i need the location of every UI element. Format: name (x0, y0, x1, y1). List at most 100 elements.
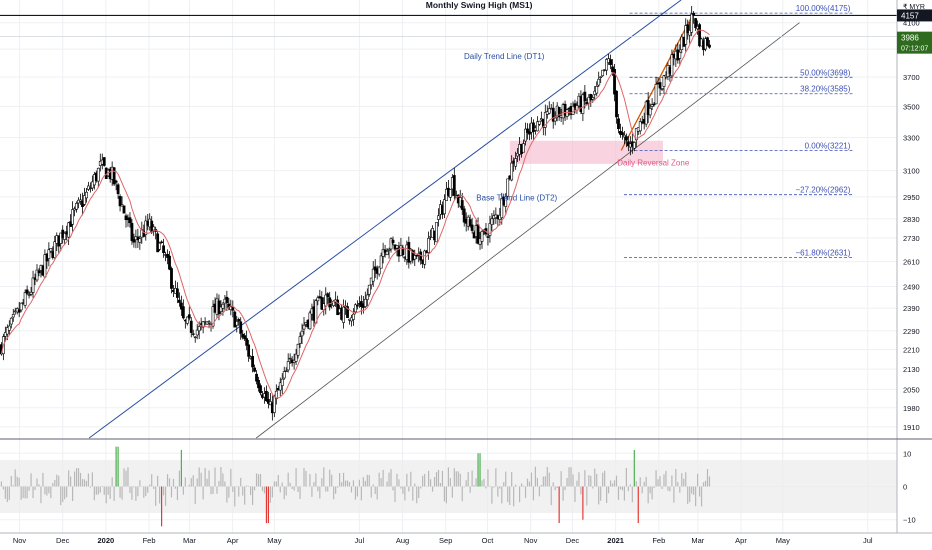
candle-up (83, 195, 86, 205)
candle-down (247, 344, 251, 357)
candle-down (589, 94, 593, 101)
candle-up (504, 196, 508, 207)
candle-up (185, 316, 189, 324)
candle-up (632, 142, 636, 149)
price-tick-label: 3300 (903, 134, 920, 143)
candle-up (296, 343, 300, 356)
time-tick-label: Feb (652, 536, 665, 545)
candle-up (284, 370, 288, 373)
candle-up (49, 248, 53, 252)
candle-up (221, 303, 225, 309)
candle-up (660, 88, 664, 90)
candle-down (468, 219, 472, 226)
candle-down (178, 299, 181, 303)
fib-label: 50.00%(3698) (800, 68, 851, 77)
candle-up (9, 317, 13, 325)
time-tick-label: 2021 (607, 536, 624, 545)
candle-down (112, 167, 116, 185)
price-axis-bg (897, 0, 932, 550)
time-tick-label: Oct (482, 536, 495, 545)
candle-up (96, 167, 100, 182)
price-tick-label: 2830 (903, 215, 920, 224)
price-tick-label: 3100 (903, 167, 920, 176)
candle-up (219, 306, 223, 312)
price-tick-label: 2210 (903, 346, 920, 355)
candle-down (326, 293, 330, 298)
candle-down (17, 309, 21, 313)
candle-up (377, 266, 381, 275)
time-tick-label: Mar (691, 536, 704, 545)
candle-up (387, 249, 391, 251)
time-tick-label: Apr (227, 536, 239, 545)
candle-down (486, 236, 490, 238)
candle-up (354, 304, 357, 313)
candle-up (352, 313, 355, 320)
candle-up (298, 336, 302, 344)
time-tick-label: Sep (439, 536, 452, 545)
candle-up (524, 128, 527, 142)
candle-up (634, 128, 638, 141)
candle-down (470, 224, 474, 231)
candle-down (25, 289, 29, 294)
fib-label: −27.20%(2962) (795, 186, 850, 195)
candle-up (379, 255, 383, 269)
candle-up (623, 134, 626, 138)
price-tick-label: 1910 (903, 423, 920, 432)
price-tick-label: 2130 (903, 365, 920, 374)
time-tick-label: Feb (143, 536, 156, 545)
candle-down (686, 24, 690, 34)
price-tick-label: 2950 (903, 193, 920, 202)
candle-up (601, 69, 605, 77)
candle-up (638, 121, 642, 132)
candle-up (514, 158, 518, 167)
candle-down (462, 208, 466, 223)
candle-up (365, 294, 369, 300)
candle-up (75, 203, 78, 210)
candle-up (197, 326, 201, 332)
candle-down (391, 239, 395, 244)
fibonacci-levels: 100.00%(4175) 50.00%(3698) 38.20%(3585) 0.0… (624, 4, 853, 258)
dt2-line (256, 22, 800, 439)
candle-down (658, 82, 662, 89)
candle-down (237, 319, 241, 322)
candle-up (27, 294, 31, 296)
candle-down (692, 12, 696, 16)
fib-label: 38.20%(3585) (800, 85, 851, 94)
time-tick-label: Dec (56, 536, 70, 545)
candle-down (694, 18, 698, 28)
daily-reversal-zone (509, 140, 663, 164)
candle-down (551, 107, 555, 122)
candle-down (401, 247, 405, 256)
candle-up (565, 109, 569, 117)
candle-down (615, 90, 618, 118)
candle-down (136, 236, 140, 240)
price-tick-label: 3500 (903, 102, 920, 111)
candle-up (300, 330, 304, 337)
candle-down (356, 305, 359, 307)
oscillator-bars (0, 446, 711, 527)
candle-up (138, 238, 142, 243)
fib-label: 100.00%(4175) (796, 4, 851, 13)
candle-down (609, 59, 612, 66)
candle-down (191, 333, 195, 335)
chart-labels: Monthly Swing High (MS1) Daily Trend Line… (426, 0, 690, 202)
candle-down (176, 288, 179, 298)
candle-up (684, 25, 688, 45)
candle-up (29, 291, 33, 295)
candle-up (690, 13, 694, 33)
fib-label: −61.80%(2631) (795, 248, 850, 257)
candle-up (597, 78, 601, 86)
candle-up (63, 232, 67, 240)
candle-down (528, 131, 531, 135)
candle-up (3, 332, 7, 337)
candle-down (415, 254, 419, 257)
candle-up (506, 178, 510, 197)
candle-up (435, 222, 438, 243)
candle-up (19, 302, 23, 311)
candle-up (120, 204, 124, 207)
candle-down (617, 118, 620, 129)
candle-up (500, 198, 504, 219)
swing-high-badge (897, 9, 932, 22)
candle-up (510, 162, 514, 181)
